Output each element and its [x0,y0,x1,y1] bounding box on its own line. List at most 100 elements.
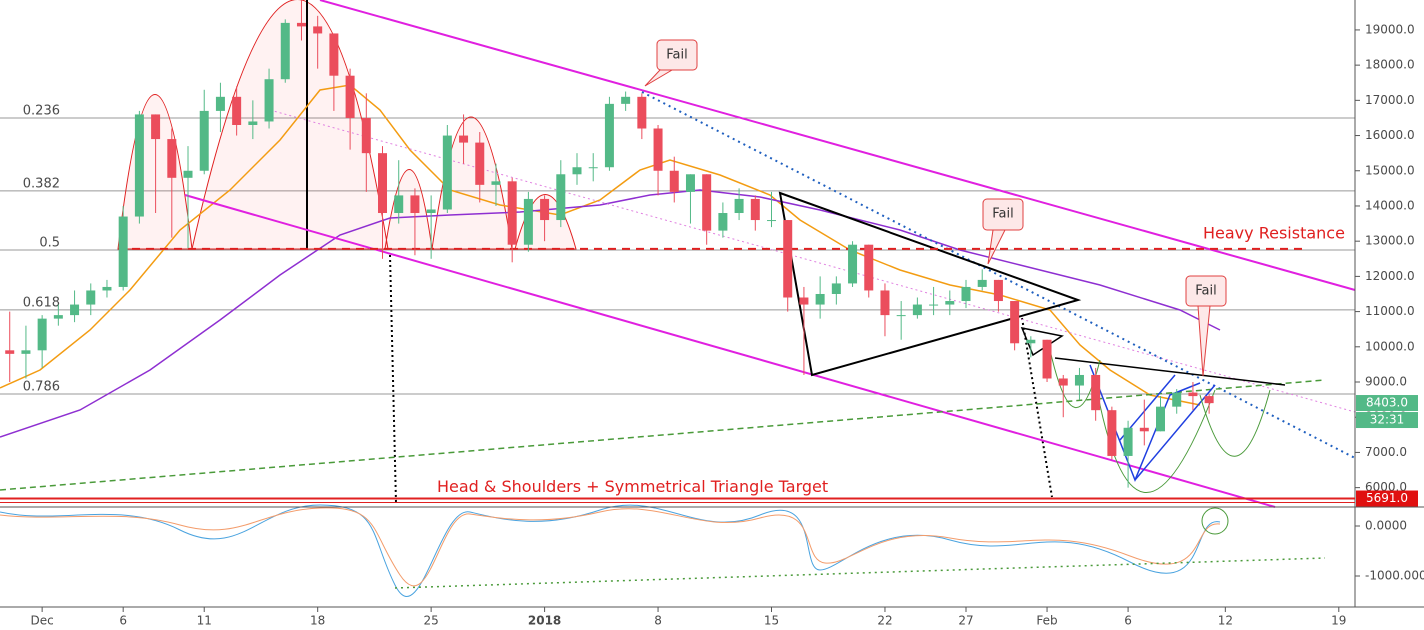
candle-body [313,26,323,34]
countdown-bg [1356,412,1418,429]
axes [0,0,1424,608]
x-tick-label: 22 [877,614,892,628]
candle-body [702,174,712,231]
y-tick-label: 7000.0 [1365,445,1407,459]
candle-body [232,96,242,125]
x-tick-label: 8 [654,614,662,628]
callout-text: Fail [666,48,687,63]
candle-body [1107,410,1117,456]
callout: Fail [1185,275,1227,377]
y-tick-label: 14000.0 [1365,198,1415,212]
trend-green [0,379,1326,491]
x-tick-label: 2018 [528,614,561,628]
candle-body [1074,374,1084,386]
candle-body [880,290,890,316]
x-tick-label: 15 [764,614,779,628]
candle-body [1172,392,1182,407]
candle-body [361,117,371,154]
candle-body [669,170,679,192]
y-tick-label: 13000.0 [1365,234,1415,248]
candle-body [1010,301,1020,344]
y-tick-label: 19000.0 [1365,22,1415,36]
drawings [0,0,1356,597]
candle-body [1156,406,1166,432]
x-tick-label: Dec [31,614,54,628]
candle-body [767,220,777,222]
candle-body [5,350,15,354]
y-tick-label: 9000.0 [1365,375,1407,389]
y-tick-label: 15000.0 [1365,163,1415,177]
candle-body [523,198,533,245]
candle-body [394,195,404,214]
candle-body [961,286,971,302]
candle-body [37,318,47,351]
candle-body [1139,427,1149,432]
x-tick-label: 6 [1124,614,1132,628]
candle-body [1123,427,1133,456]
y-tick-label: 18000.0 [1365,58,1415,72]
candle-body [685,174,695,192]
x-tick-label: 11 [197,614,212,628]
candle-body [977,279,987,287]
candle-body [459,135,469,143]
x-tick-label: Feb [1036,614,1057,628]
candle-body [1091,374,1101,411]
candle-body [653,128,663,171]
x-tick-label: 18 [310,614,325,628]
y-tick-label: 11000.0 [1365,304,1415,318]
candle-body [507,181,517,245]
candle-body [151,114,161,140]
candle-body [734,198,744,214]
candle-body [1188,392,1198,397]
shoulder-arc [384,169,433,250]
candle-body [53,315,63,319]
candle-body [637,96,647,129]
channel-lower [184,194,1276,508]
candle-body [378,153,388,214]
candle-body [426,209,436,214]
candle-body [718,213,728,231]
candle-body [556,174,566,221]
candle-body [815,293,825,305]
candle-body [491,181,501,185]
ma-purple [0,189,1221,438]
candle-body [540,198,550,221]
candle-body [848,244,858,284]
candle-body [929,304,939,306]
highlight-circle [1201,507,1229,535]
projection [1021,317,1053,498]
candle-body [183,170,193,178]
callout: Fail [644,39,698,87]
x-tick-label: 19 [1331,614,1346,628]
candle-body [70,304,80,316]
candle-body [118,216,128,287]
trendline [1054,357,1286,386]
candle-body [410,195,420,214]
candle-body [588,167,598,169]
fib-label: 0.5 [39,235,60,250]
macd-line [0,504,1221,597]
candle-body [280,22,290,80]
fib-label: 0.236 [23,103,60,118]
last-price-bg [1356,395,1418,412]
signal-line [0,507,1221,587]
candle-body [86,290,96,305]
x-tick-label: 6 [119,614,127,628]
candle-body [345,75,355,118]
candle-body [831,283,841,294]
candle-body [993,279,1003,302]
candle-body [912,304,922,316]
candle-body [199,110,209,171]
target-text: Head & Shoulders + Symmetrical Triangle … [437,477,828,496]
candle-body [264,79,274,122]
candle-body [215,96,225,111]
cup [1094,379,1216,493]
candle-body [475,142,485,185]
fib-label: 0.786 [23,379,60,394]
candle-body [750,198,760,221]
macd-tick-label: 0.0000 [1365,519,1407,533]
countdown: 32:31 [1370,413,1405,427]
